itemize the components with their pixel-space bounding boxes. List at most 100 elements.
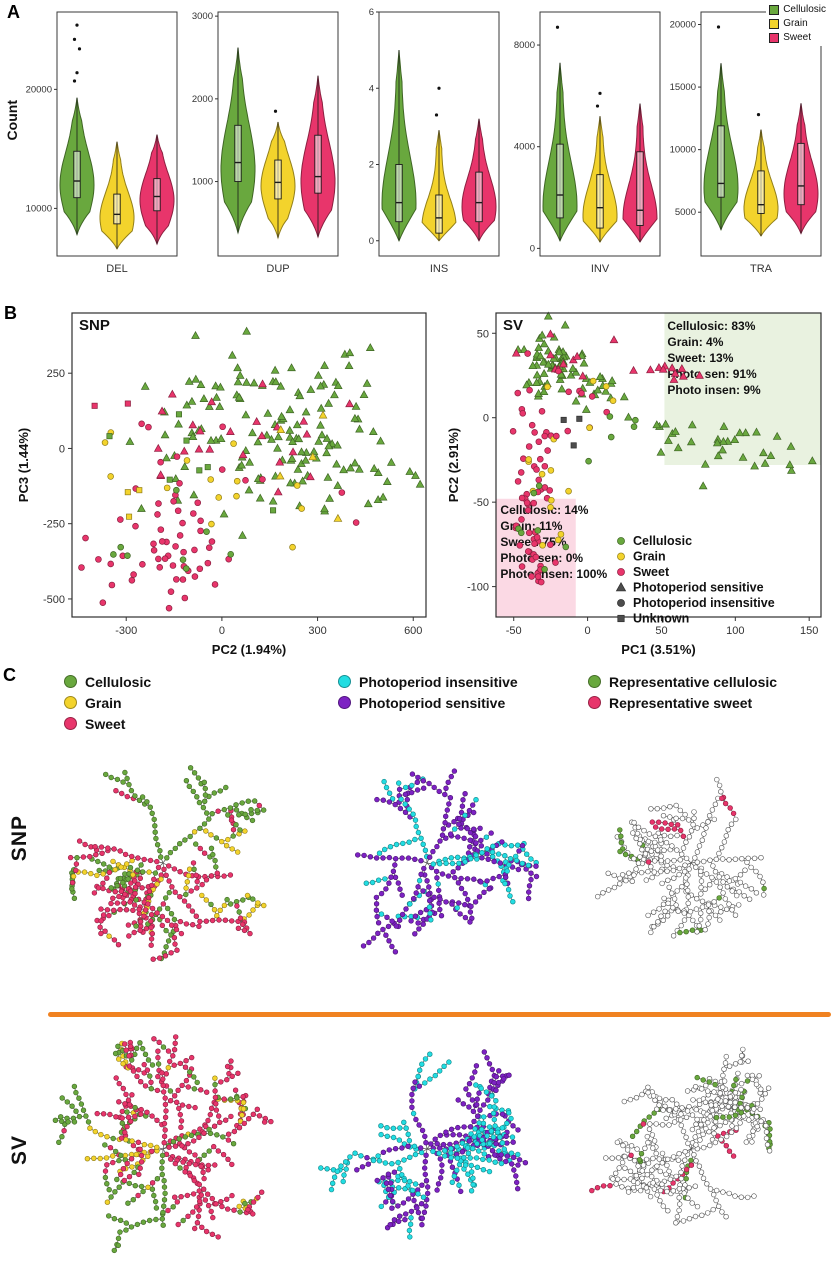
svg-text:2: 2 — [369, 160, 374, 171]
legend-label: Representative cellulosic — [609, 673, 778, 690]
photo-sensitive-dot-icon — [338, 696, 351, 709]
violin-plot-del: 10000 20000 DEL — [26, 11, 178, 275]
svg-text:Grain: 4%: Grain: 4% — [667, 335, 723, 349]
legend-item-photo-insensitive: Photoperiod insensitive — [338, 671, 518, 692]
svg-text:3000: 3000 — [192, 11, 213, 22]
legend-item-sweet: Sweet — [64, 713, 151, 734]
legend-label: Photoperiod sensitive — [359, 694, 506, 711]
panel-a-legend: Cellulosic Grain Sweet — [766, 2, 829, 46]
svg-text:6: 6 — [369, 7, 374, 18]
legend-label: Grain — [85, 694, 122, 711]
svg-text:Cellulosic: Cellulosic — [633, 534, 692, 548]
svg-text:4000: 4000 — [514, 142, 535, 153]
svg-text:20000: 20000 — [26, 84, 52, 95]
svg-text:0: 0 — [59, 443, 65, 455]
legend-item-cellulosic: Cellulosic — [769, 3, 826, 17]
svg-text:15000: 15000 — [670, 82, 696, 93]
svg-text:PC2 (1.94%): PC2 (1.94%) — [212, 642, 286, 657]
svg-text:DUP: DUP — [266, 263, 289, 275]
svg-text:Photo insen: 9%: Photo insen: 9% — [667, 383, 761, 397]
svg-text:100: 100 — [726, 625, 744, 637]
representative-cellulosic-dot-icon — [588, 675, 601, 688]
legend-label-cellulosic: Cellulosic — [783, 4, 826, 15]
panel-a: A Count 10000 20000 DEL 1000 2000 3000 DUP 0 2… — [0, 0, 833, 303]
svg-text:Cellulosic: 83%: Cellulosic: 83% — [667, 319, 755, 333]
representative-sweet-dot-icon — [588, 696, 601, 709]
svg-text:10000: 10000 — [26, 203, 52, 214]
legend-label: Cellulosic — [85, 673, 152, 690]
svg-text:-250: -250 — [43, 519, 65, 531]
legend-item-sweet: Sweet — [769, 31, 826, 45]
svg-text:DEL: DEL — [106, 263, 127, 275]
svg-text:Photo sen: 91%: Photo sen: 91% — [667, 367, 757, 381]
row-label-sv: SV — [8, 1135, 31, 1166]
violin-plot-row: 10000 20000 DEL 1000 2000 3000 DUP 0 2 4 6 INS 0 4… — [24, 4, 826, 296]
svg-text:50: 50 — [477, 328, 489, 340]
legend-item-photo-sensitive: Photoperiod sensitive — [338, 692, 518, 713]
legend-item-grain: Grain — [769, 17, 826, 31]
svg-text:0: 0 — [483, 413, 489, 425]
panel-c-label: C — [3, 665, 16, 685]
svg-text:Unknown: Unknown — [633, 612, 689, 626]
legend-item-representative-cellulosic: Representative cellulosic — [588, 671, 777, 692]
legend-label: Photoperiod insensitive — [359, 673, 518, 690]
svg-text:PC3 (1.44%): PC3 (1.44%) — [16, 428, 31, 502]
svg-text:Photoperiod sensitive: Photoperiod sensitive — [633, 581, 764, 595]
panel-a-y-axis-title: Count — [4, 100, 20, 141]
legend-item-cellulosic: Cellulosic — [64, 671, 151, 692]
svg-text:Grain: Grain — [633, 550, 666, 564]
svg-text:8000: 8000 — [514, 40, 535, 51]
violin-plot-ins: 0 2 4 6 INS — [369, 7, 500, 275]
legend-representative: Representative cellulosic Representative… — [588, 671, 777, 713]
svg-text:300: 300 — [308, 625, 326, 637]
svg-text:Cellulosic: 14%: Cellulosic: 14% — [500, 503, 588, 517]
legend-crop-type: Cellulosic Grain Sweet — [64, 671, 151, 734]
legend-item-representative-sweet: Representative sweet — [588, 692, 777, 713]
svg-text:INS: INS — [430, 263, 448, 275]
svg-text:0: 0 — [369, 236, 374, 247]
tree-snp-photoperiod — [354, 768, 540, 955]
snp-pca-scatter: -300 0 300 600 250 0 -250 -500 PC2 (1.94%) PC3 (1… — [16, 312, 427, 657]
row-label-snp: SNP — [8, 815, 31, 862]
tree-snp-crop-type — [67, 765, 267, 962]
svg-text:-50: -50 — [473, 497, 489, 509]
tree-sv-representative — [589, 1046, 773, 1226]
tree-sv-photoperiod — [318, 1049, 529, 1240]
svg-text:INV: INV — [591, 263, 610, 275]
panel-a-label: A — [7, 2, 20, 22]
svg-text:-100: -100 — [467, 582, 489, 594]
svg-text:20000: 20000 — [670, 20, 696, 31]
violin-plot-inv: 0 4000 8000 INV — [514, 11, 661, 275]
sweet-dot-icon — [64, 717, 77, 730]
sweet-swatch-icon — [769, 33, 780, 43]
legend-label-grain: Grain — [783, 18, 808, 29]
svg-text:600: 600 — [404, 625, 422, 637]
svg-text:1000: 1000 — [192, 177, 213, 188]
grain-dot-icon — [64, 696, 77, 709]
tree-sv-crop-type — [52, 1034, 274, 1254]
svg-text:TRA: TRA — [750, 263, 773, 275]
panel-b: B -300 0 300 600 250 0 -250 -500 PC2 (1.94%) PC3 … — [0, 303, 833, 665]
svg-text:SNP: SNP — [79, 317, 110, 334]
svg-text:150: 150 — [800, 625, 818, 637]
svg-text:2000: 2000 — [192, 94, 213, 105]
svg-text:0: 0 — [219, 625, 225, 637]
svg-text:5000: 5000 — [675, 207, 696, 218]
panel-c: C Cellulosic Grain Sweet Photoperiod ins… — [0, 665, 833, 1280]
legend-photoperiod: Photoperiod insensitive Photoperiod sens… — [338, 671, 518, 713]
legend-item-grain: Grain — [64, 692, 151, 713]
svg-text:Sweet: Sweet — [633, 565, 670, 579]
svg-text:50: 50 — [655, 625, 667, 637]
svg-text:-300: -300 — [115, 625, 137, 637]
cellulosic-swatch-icon — [769, 5, 780, 15]
svg-text:Sweet: 13%: Sweet: 13% — [667, 351, 733, 365]
legend-label: Representative sweet — [609, 694, 753, 711]
svg-text:-50: -50 — [506, 625, 522, 637]
panel-b-label: B — [4, 303, 17, 323]
svg-text:0: 0 — [585, 625, 591, 637]
legend-label-sweet: Sweet — [783, 32, 811, 43]
svg-text:Photo sen: 0%: Photo sen: 0% — [500, 551, 583, 565]
legend-label: Sweet — [85, 715, 126, 732]
svg-text:-500: -500 — [43, 594, 65, 606]
